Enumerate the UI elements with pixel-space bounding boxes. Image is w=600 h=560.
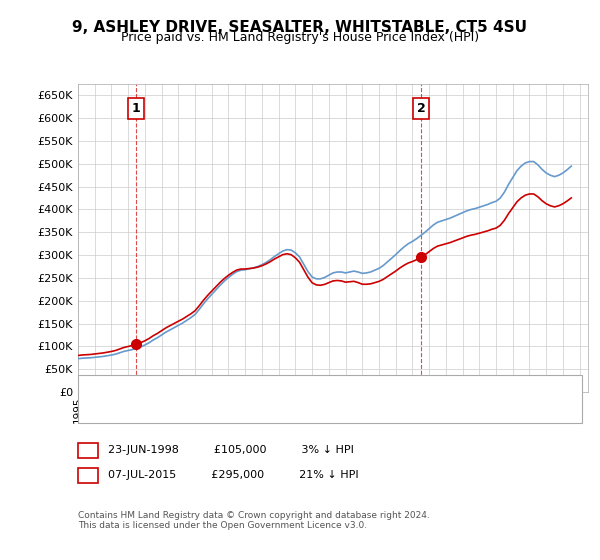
- Text: 23-JUN-1998          £105,000          3% ↓ HPI: 23-JUN-1998 £105,000 3% ↓ HPI: [108, 445, 354, 455]
- Text: 2: 2: [416, 102, 425, 115]
- Text: 9, ASHLEY DRIVE, SEASALTER, WHITSTABLE, CT5 4SU (detached house): 9, ASHLEY DRIVE, SEASALTER, WHITSTABLE, …: [138, 384, 509, 394]
- Text: 1: 1: [132, 102, 140, 115]
- Text: 2: 2: [85, 470, 92, 480]
- Text: HPI: Average price, detached house, Canterbury: HPI: Average price, detached house, Cant…: [138, 406, 390, 416]
- Text: ─────: ─────: [96, 382, 133, 395]
- Text: 1: 1: [85, 445, 92, 455]
- Text: 9, ASHLEY DRIVE, SEASALTER, WHITSTABLE, CT5 4SU: 9, ASHLEY DRIVE, SEASALTER, WHITSTABLE, …: [73, 20, 527, 35]
- Text: Price paid vs. HM Land Registry's House Price Index (HPI): Price paid vs. HM Land Registry's House …: [121, 31, 479, 44]
- Text: ─────: ─────: [96, 404, 133, 417]
- Text: Contains HM Land Registry data © Crown copyright and database right 2024.
This d: Contains HM Land Registry data © Crown c…: [78, 511, 430, 530]
- Text: 07-JUL-2015          £295,000          21% ↓ HPI: 07-JUL-2015 £295,000 21% ↓ HPI: [108, 470, 359, 480]
